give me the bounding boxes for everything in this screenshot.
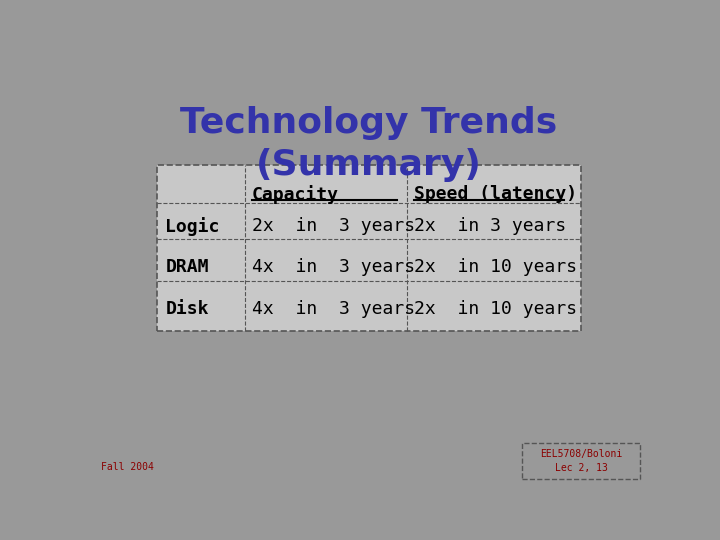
FancyBboxPatch shape [523, 443, 639, 478]
Text: 2x  in 3 years: 2x in 3 years [414, 217, 566, 234]
Text: 4x  in  3 years: 4x in 3 years [252, 258, 415, 276]
Text: Technology Trends
(Summary): Technology Trends (Summary) [181, 106, 557, 183]
Text: 2x  in 10 years: 2x in 10 years [414, 258, 577, 276]
Text: Capacity: Capacity [252, 185, 339, 204]
Text: Logic: Logic [166, 217, 220, 235]
Text: 2x  in 10 years: 2x in 10 years [414, 300, 577, 318]
Text: 4x  in  3 years: 4x in 3 years [252, 300, 415, 318]
FancyBboxPatch shape [157, 165, 581, 331]
Text: 2x  in  3 years: 2x in 3 years [252, 217, 415, 234]
Text: DRAM: DRAM [166, 258, 209, 276]
Text: Disk: Disk [166, 300, 209, 318]
Text: Speed (latency): Speed (latency) [414, 185, 577, 204]
Text: EEL5708/Boloni
Lec 2, 13: EEL5708/Boloni Lec 2, 13 [540, 449, 622, 472]
Text: Fall 2004: Fall 2004 [101, 462, 154, 472]
